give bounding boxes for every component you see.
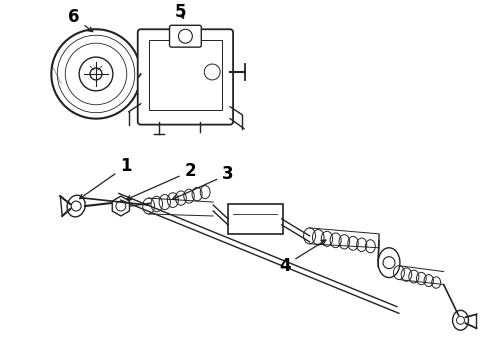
Bar <box>228 204 283 234</box>
Bar <box>148 40 222 110</box>
Text: 4: 4 <box>279 240 326 275</box>
Text: 3: 3 <box>172 165 234 199</box>
Text: 6: 6 <box>69 8 93 32</box>
Text: 5: 5 <box>175 3 186 21</box>
Text: 2: 2 <box>126 162 196 200</box>
FancyBboxPatch shape <box>138 29 233 125</box>
Text: 1: 1 <box>79 157 132 199</box>
FancyBboxPatch shape <box>170 25 201 47</box>
